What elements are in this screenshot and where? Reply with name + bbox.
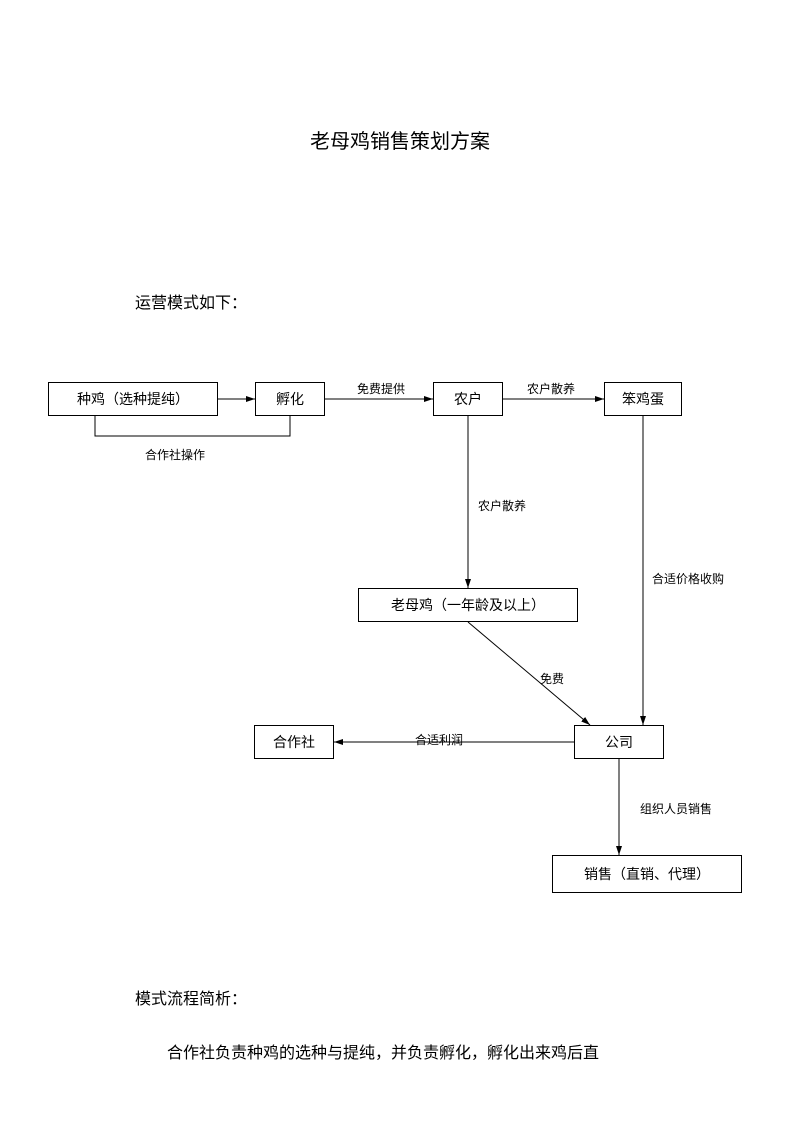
edge-label-e3: 农户散养 [527, 380, 575, 397]
edge-label-e5: 合适价格收购 [652, 570, 724, 587]
bracket-label-coop: 合作社操作 [145, 446, 205, 463]
flowchart-node-n2: 孵化 [255, 382, 325, 416]
edge-label-e7: 合适利润 [415, 731, 463, 748]
page-title: 老母鸡销售策划方案 [0, 125, 800, 154]
edge-e6 [468, 622, 590, 725]
subtitle-process-analysis: 模式流程简析： [135, 985, 247, 1009]
flowchart-node-n3: 农户 [433, 382, 503, 416]
subtitle-operation-mode: 运营模式如下： [135, 289, 247, 313]
edge-label-e4: 农户散养 [478, 497, 526, 514]
bracket-path [95, 416, 290, 436]
flowchart-node-n6: 合作社 [254, 725, 334, 759]
flowchart-node-n7: 公司 [574, 725, 664, 759]
flowchart-node-n8: 销售（直销、代理） [552, 855, 742, 893]
flowchart-node-n5: 老母鸡（一年龄及以上） [358, 588, 578, 622]
edge-label-e2: 免费提供 [357, 380, 405, 397]
flowchart-edges [0, 0, 800, 1132]
body-text-line: 合作社负责种鸡的选种与提纯，并负责孵化，孵化出来鸡后直 [167, 1040, 599, 1069]
edge-label-e8: 组织人员销售 [640, 800, 712, 817]
flowchart-node-n1: 种鸡（选种提纯） [48, 382, 218, 416]
edge-label-e6: 免费 [540, 670, 564, 687]
flowchart-node-n4: 笨鸡蛋 [604, 382, 682, 416]
